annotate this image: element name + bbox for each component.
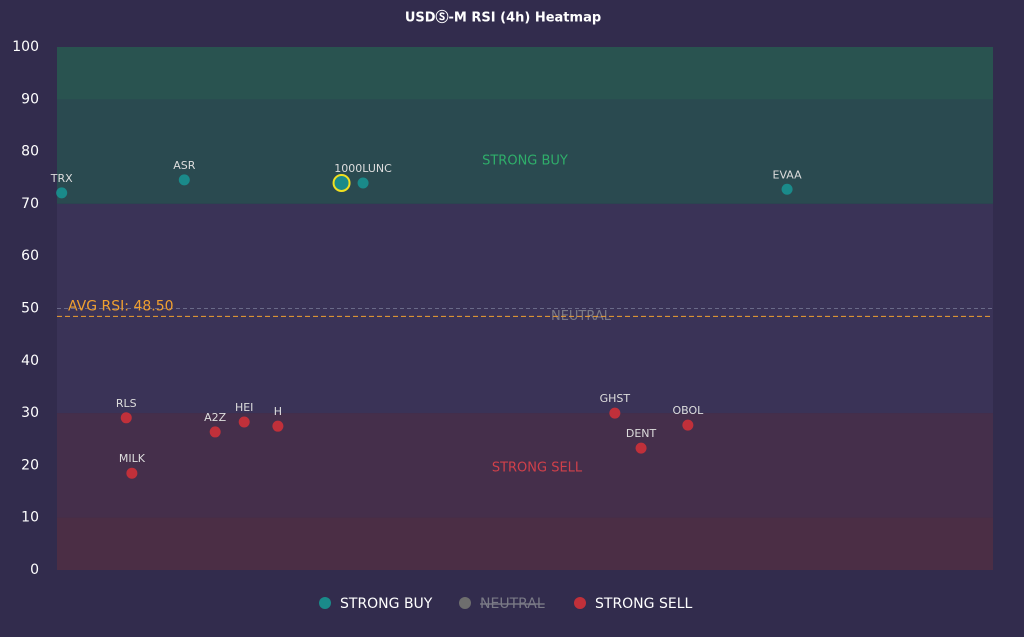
- y-tick-label: 20: [21, 457, 39, 473]
- extreme-band: [57, 517, 993, 570]
- zone-label: STRONG BUY: [482, 153, 568, 168]
- legend-item[interactable]: STRONG BUY: [319, 596, 433, 612]
- avg-label: AVG RSI: 48.50: [68, 298, 174, 314]
- point-label: A2Z: [204, 411, 227, 424]
- zone-label: STRONG SELL: [492, 461, 583, 476]
- legend-label: NEUTRAL: [480, 596, 545, 612]
- point: [357, 177, 369, 189]
- legend-marker: [574, 597, 586, 609]
- legend-marker: [459, 597, 471, 609]
- legend-item[interactable]: STRONG SELL: [574, 596, 692, 612]
- point-label: OBOL: [672, 404, 704, 417]
- point: [272, 420, 284, 432]
- y-tick-label: 30: [21, 405, 39, 421]
- point-label: 1000LUNC: [334, 162, 392, 175]
- point: [126, 467, 138, 479]
- y-tick-label: 60: [21, 248, 39, 264]
- point: [120, 412, 132, 424]
- point-label: MILK: [119, 452, 146, 465]
- y-tick-label: 100: [12, 39, 39, 55]
- point: [635, 442, 647, 454]
- point: [609, 407, 621, 419]
- y-tick-label: 80: [21, 144, 39, 160]
- legend-item[interactable]: NEUTRAL: [459, 596, 545, 612]
- point-label: ASR: [173, 159, 196, 172]
- point: [56, 187, 68, 199]
- legend-label: STRONG SELL: [595, 596, 692, 612]
- y-tick-label: 0: [30, 562, 39, 578]
- point: [682, 419, 694, 431]
- point: [332, 173, 351, 192]
- point-label: TRX: [50, 172, 73, 185]
- y-tick-label: 50: [21, 301, 39, 317]
- point: [781, 183, 793, 195]
- legend-label: STRONG BUY: [340, 596, 433, 612]
- point-label: RLS: [116, 397, 137, 410]
- point: [178, 174, 190, 186]
- y-tick-label: 40: [21, 353, 39, 369]
- point-label: HEI: [235, 401, 253, 414]
- extreme-band: [57, 47, 993, 100]
- point: [238, 416, 250, 428]
- chart-title: USDⓈ-M RSI (4h) Heatmap: [405, 10, 601, 26]
- y-tick-label: 90: [21, 91, 39, 107]
- point: [209, 426, 221, 438]
- legend-marker: [319, 597, 331, 609]
- point-label: DENT: [626, 427, 657, 440]
- point-label: H: [274, 405, 282, 418]
- y-tick-label: 10: [21, 510, 39, 526]
- y-tick-label: 70: [21, 196, 39, 212]
- point-label: GHST: [600, 392, 631, 405]
- point-label: EVAA: [773, 168, 803, 181]
